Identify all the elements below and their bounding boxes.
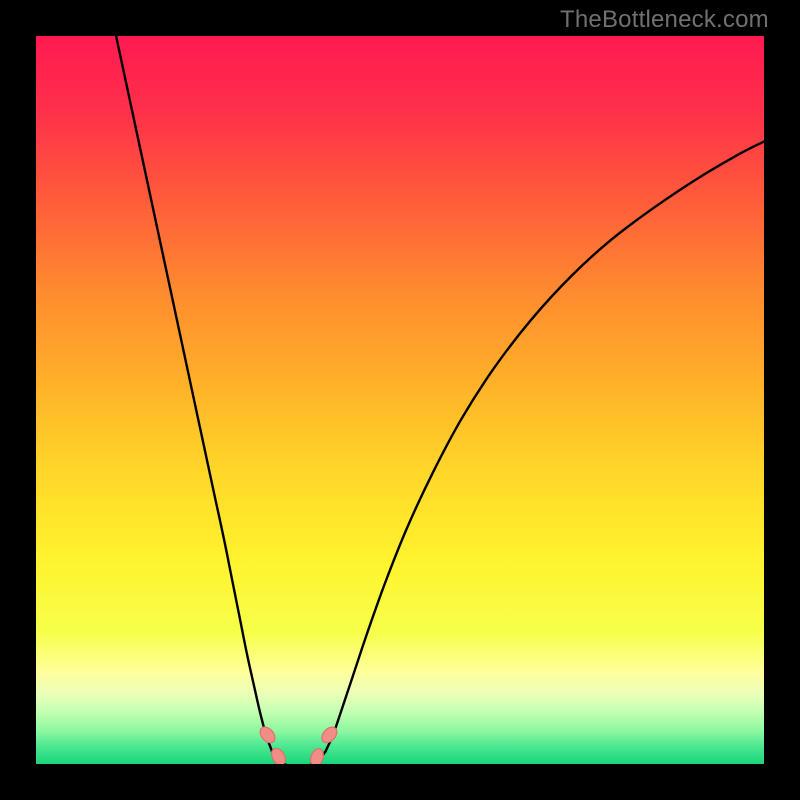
chart-svg [36, 36, 764, 764]
plot-area [36, 36, 764, 764]
watermark-text: TheBottleneck.com [560, 6, 769, 34]
gradient-background [36, 36, 764, 764]
